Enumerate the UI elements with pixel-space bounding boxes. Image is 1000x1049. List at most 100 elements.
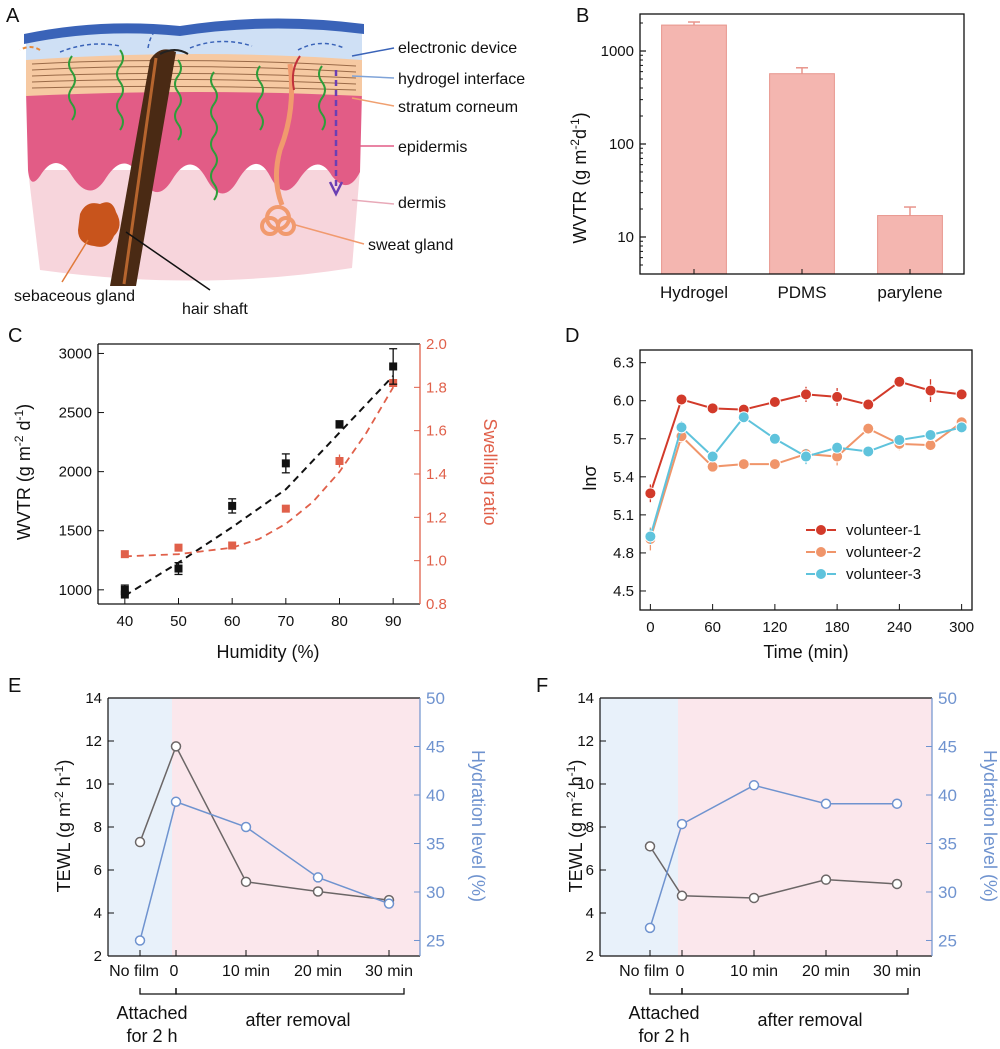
data-point-1 bbox=[924, 384, 937, 397]
data-point-hydration bbox=[891, 798, 903, 809]
y2-tick-label: 50 bbox=[426, 689, 445, 708]
data-point-3 bbox=[800, 450, 812, 463]
y-tick-label: 2 bbox=[94, 948, 102, 965]
data-point-1 bbox=[644, 487, 657, 500]
legend-marker bbox=[815, 568, 827, 580]
vapor-arrows bbox=[59, 29, 345, 53]
panel-d: D lnσ Time (min) 0 60 120 180 240 300 4.5 4.8 5.… bbox=[565, 325, 974, 662]
y2-tick-label: 40 bbox=[938, 786, 957, 805]
stratum-fibers bbox=[31, 59, 357, 91]
data-point-wvtr bbox=[228, 501, 237, 510]
panel-letter-c: C bbox=[8, 325, 22, 347]
y-tick-label: 4.8 bbox=[613, 545, 634, 562]
y-tick-label: 14 bbox=[577, 690, 594, 707]
data-point-1 bbox=[955, 388, 968, 401]
shaded-region-after bbox=[172, 698, 420, 956]
bracket-label-attached-e-1: Attached bbox=[116, 1003, 187, 1023]
y-tick-label: 100 bbox=[609, 136, 634, 153]
leader-lines bbox=[61, 47, 395, 291]
y2-tick-label: 45 bbox=[938, 737, 957, 756]
y-axis-label-d: lnσ bbox=[580, 465, 600, 490]
y-tick-label: 6.3 bbox=[613, 355, 634, 372]
data-point-swelling bbox=[174, 543, 183, 552]
y-tick-label: 1500 bbox=[59, 523, 92, 540]
bar bbox=[769, 73, 835, 275]
x-tick-label: 90 bbox=[385, 613, 402, 630]
y-tick-label: 5.4 bbox=[613, 469, 634, 486]
y-tick-label: 3000 bbox=[59, 345, 92, 362]
panel-letter-b: B bbox=[576, 5, 589, 27]
y-tick-label: 10 bbox=[85, 776, 102, 793]
y2-tick-label: 1.8 bbox=[426, 379, 447, 396]
legend-label: volunteer-2 bbox=[846, 544, 921, 561]
bracket-label-removal-e: after removal bbox=[245, 1010, 350, 1030]
data-point-wvtr bbox=[120, 585, 129, 594]
data-point-2 bbox=[862, 422, 875, 435]
panel-letter-d: D bbox=[565, 325, 579, 347]
x-tick-label: 60 bbox=[224, 613, 241, 630]
plot-frame-d bbox=[639, 349, 973, 611]
y-axis-label-e: TEWL (g m-2 h-1) bbox=[52, 760, 74, 893]
y2-tick-label: 1.0 bbox=[426, 553, 447, 570]
y-tick-label: 6.0 bbox=[613, 393, 634, 410]
data-point-tewl bbox=[891, 878, 903, 890]
data-point-hydration bbox=[676, 818, 688, 830]
data-point-tewl bbox=[170, 741, 182, 752]
data-point-3 bbox=[893, 434, 906, 447]
y-tick-label: 2 bbox=[586, 948, 594, 965]
bar bbox=[877, 215, 943, 275]
x-tick-label: 60 bbox=[704, 619, 721, 636]
x-tick-label: 240 bbox=[887, 619, 912, 636]
y2-tick-label: 40 bbox=[426, 786, 445, 805]
y-tick-label: 5.7 bbox=[613, 431, 634, 448]
data-point-3 bbox=[644, 530, 657, 543]
panel-f: F TEWL (g m-2 h-1) Hydration level (%) A… bbox=[536, 675, 1000, 1046]
bracket-label-attached-e-2: for 2 h bbox=[126, 1026, 177, 1046]
label-dermis: dermis bbox=[398, 195, 446, 212]
data-point-swelling bbox=[228, 541, 237, 550]
panel-letter-e: E bbox=[8, 675, 21, 697]
x-tick-label: No film bbox=[109, 963, 159, 980]
sweat-gland-shape bbox=[260, 205, 296, 236]
data-point-1 bbox=[800, 388, 812, 401]
y-tick-label: 14 bbox=[85, 690, 102, 707]
x-tick-label: 20 min bbox=[294, 963, 342, 980]
bracket-removal bbox=[681, 988, 909, 995]
y-tick-label: 2500 bbox=[59, 405, 92, 422]
y-tick-label: 10 bbox=[617, 229, 634, 246]
fit-line-wvtr bbox=[124, 375, 394, 597]
data-point-3 bbox=[955, 421, 968, 434]
data-point-wvtr bbox=[389, 362, 398, 371]
y-tick-label: 1000 bbox=[59, 582, 92, 599]
fit-line-swelling bbox=[124, 386, 394, 558]
data-point-hydration bbox=[312, 872, 324, 883]
y-tick-label: 5.1 bbox=[613, 507, 634, 524]
x-tick-label: 80 bbox=[331, 613, 348, 630]
y2-axis-label-e: Hydration level (%) bbox=[468, 750, 488, 902]
bracket-attached bbox=[649, 988, 683, 995]
data-point-wvtr bbox=[281, 459, 290, 468]
bracket-removal bbox=[175, 988, 405, 995]
y2-tick-label: 2.0 bbox=[426, 336, 447, 353]
x-tick-label: parylene bbox=[877, 283, 942, 302]
plot-frame-b bbox=[639, 13, 965, 275]
data-point-1 bbox=[768, 396, 781, 408]
x-tick-label: 10 min bbox=[222, 963, 270, 980]
panel-e: E TEWL (g m-2 h-1) Hydration level (%) A… bbox=[8, 675, 488, 1046]
shaded-region-after bbox=[678, 698, 932, 956]
data-point-swelling bbox=[120, 550, 129, 559]
data-point-swelling bbox=[335, 457, 344, 465]
y-tick-label: 8 bbox=[586, 819, 594, 836]
y-tick-label: 2000 bbox=[59, 464, 92, 481]
label-epidermis: epidermis bbox=[398, 139, 467, 156]
bracket-attached bbox=[139, 988, 177, 995]
data-point-tewl bbox=[240, 876, 252, 888]
y2-tick-label: 35 bbox=[938, 834, 957, 853]
data-point-2 bbox=[737, 458, 750, 471]
data-point-tewl bbox=[820, 874, 832, 885]
label-hair-shaft: hair shaft bbox=[182, 301, 248, 318]
data-point-tewl bbox=[676, 890, 688, 902]
data-point-1 bbox=[706, 402, 719, 415]
data-point-3 bbox=[768, 432, 781, 445]
